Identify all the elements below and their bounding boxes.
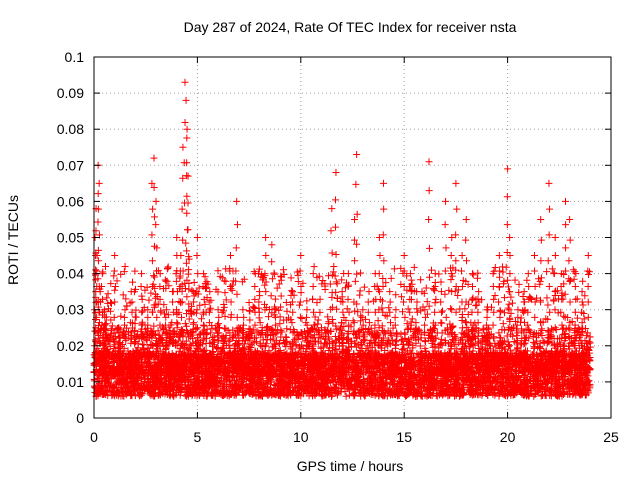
scatter-point-background (122, 295, 130, 303)
scatter-point-background (382, 279, 390, 287)
scatter-point-background (499, 320, 507, 328)
scatter-point-background (172, 277, 180, 285)
scatter-point-background (581, 292, 589, 300)
scatter-point-background (416, 342, 424, 350)
scatter-point-background (360, 283, 368, 291)
scatter-point-background (543, 268, 551, 276)
scatter-point-background (385, 304, 393, 312)
scatter-point-background (207, 304, 215, 312)
scatter-point-background (517, 314, 525, 322)
scatter-point-background (573, 314, 581, 322)
scatter-point-background (500, 294, 508, 302)
scatter-point-background (507, 293, 515, 301)
scatter-point-background (403, 272, 411, 280)
scatter-point-background (249, 303, 257, 311)
scatter-point-background (508, 327, 516, 335)
scatter-point-background (342, 316, 350, 324)
scatter-point-background (119, 291, 127, 299)
scatter-point-background (107, 280, 115, 288)
scatter-point-background (198, 315, 206, 323)
scatter-point-background (131, 267, 139, 275)
scatter-point-background (222, 296, 230, 304)
scatter-point-background (261, 281, 269, 289)
scatter-point-background (195, 284, 203, 292)
scatter-point-background (218, 308, 226, 316)
scatter-point-background (560, 312, 568, 320)
scatter-point-background (472, 302, 480, 310)
scatter-point-background (324, 272, 332, 280)
points-layer (90, 78, 594, 400)
scatter-point-background (422, 284, 430, 292)
scatter-point-background (161, 276, 169, 284)
scatter-point-background (277, 292, 285, 300)
scatter-point-background (145, 296, 153, 304)
scatter-point-background (515, 280, 523, 288)
scatter-point-background (500, 280, 508, 288)
scatter-point-background (253, 327, 261, 335)
scatter-point-background (570, 275, 578, 283)
scatter-point-background (150, 322, 158, 330)
scatter-point-background (103, 294, 111, 302)
scatter-point-background (126, 299, 134, 307)
scatter-point-background (454, 291, 462, 299)
scatter-point-background (379, 274, 387, 282)
scatter-point-background (310, 263, 318, 271)
scatter-point-background (390, 265, 398, 273)
scatter-point-background (99, 268, 107, 276)
scatter-point-background (423, 298, 431, 306)
scatter-point-background (245, 306, 253, 314)
scatter-point-background (507, 309, 515, 317)
scatter-point-background (398, 293, 406, 301)
scatter-point-background (403, 320, 411, 328)
scatter-point-background (259, 336, 267, 344)
scatter-point-background (447, 305, 455, 313)
scatter-point-background (496, 273, 504, 281)
scatter-point-background (479, 325, 487, 333)
scatter-point-background (579, 277, 587, 285)
scatter-point-background (117, 270, 125, 278)
scatter-point-background (102, 262, 110, 270)
scatter-point-background (255, 265, 263, 273)
scatter-point-background (509, 323, 517, 331)
scatter-point-background (398, 308, 406, 316)
scatter-point-background (461, 318, 469, 326)
scatter-point-background (548, 265, 556, 273)
scatter-point-background (220, 303, 228, 311)
scatter-point-background (417, 276, 425, 284)
scatter-point-background (297, 289, 305, 297)
scatter-point-background (277, 303, 285, 311)
scatter-point-background (292, 342, 300, 350)
scatter-point-background (543, 294, 551, 302)
scatter-point-background (294, 271, 302, 279)
scatter-point-background (417, 334, 425, 342)
scatter-point-background (500, 309, 508, 317)
scatter-point-background (550, 269, 558, 277)
scatter-point-background (295, 301, 303, 309)
scatter-point-background (311, 313, 319, 321)
scatter-point-background (174, 320, 182, 328)
scatter-point-background (550, 297, 558, 305)
scatter-point-background (314, 316, 322, 324)
scatter-point-background (469, 271, 477, 279)
scatter-point-background (361, 333, 369, 341)
scatter-point-background (113, 277, 121, 285)
scatter-point-background (105, 338, 113, 346)
scatter-point-background (511, 276, 519, 284)
scatter-point-background (304, 333, 312, 341)
scatter-point-background (222, 277, 230, 285)
